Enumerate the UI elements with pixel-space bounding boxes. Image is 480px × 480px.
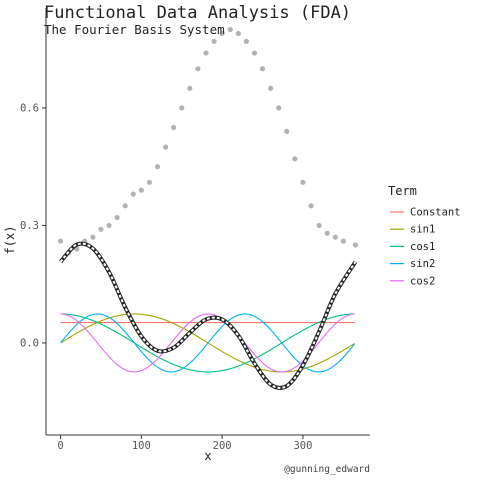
data-point: [171, 124, 177, 131]
data-point: [195, 66, 201, 72]
data-point: [106, 222, 112, 229]
legend-label-constant: Constant: [410, 207, 461, 219]
data-point: [98, 226, 104, 232]
data-point: [57, 238, 64, 244]
data-point: [187, 85, 193, 91]
data-point: [114, 214, 120, 221]
data-point: [259, 66, 266, 72]
data-point: [235, 30, 241, 37]
data-point: [268, 85, 274, 91]
data-point: [146, 179, 153, 185]
x-tick-label: 100: [132, 440, 151, 452]
data-point: [219, 30, 225, 37]
legend-label-cos2: cos2: [410, 275, 435, 287]
data-point: [340, 238, 346, 244]
y-tick-label: 0.3: [20, 220, 39, 232]
data-point: [292, 156, 298, 162]
chart-title: Functional Data Analysis (FDA): [44, 3, 351, 23]
data-point: [179, 105, 185, 111]
data-point: [276, 105, 282, 111]
y-axis-ticks: 0.0 0.3 0.6: [20, 102, 46, 349]
data-point: [243, 38, 249, 44]
x-tick-label: 300: [293, 440, 312, 452]
data-point: [308, 203, 314, 209]
observed-points: [57, 26, 359, 256]
data-point: [300, 179, 306, 185]
y-axis-title: f(x): [3, 226, 17, 255]
series-line-cos1: [60, 313, 355, 373]
data-point: [284, 128, 290, 134]
fitted-curve: [59, 241, 358, 390]
x-axis-ticks: 0 100 200 300: [57, 435, 312, 452]
data-point: [162, 144, 169, 150]
data-point: [227, 26, 233, 33]
data-point: [90, 234, 96, 240]
data-point: [352, 242, 359, 248]
data-point: [211, 38, 217, 44]
data-point: [203, 50, 209, 56]
data-point: [154, 164, 161, 170]
data-point: [332, 234, 338, 240]
y-tick-label: 0.0: [20, 337, 39, 349]
legend-items: Constant sin1 cos1 sin2 cos2: [390, 207, 461, 287]
data-point: [316, 222, 322, 229]
caption: @gunning_edward: [284, 464, 370, 475]
data-point: [130, 191, 136, 197]
legend-label-cos1: cos1: [410, 241, 435, 253]
chart-subtitle: The Fourier Basis System: [44, 22, 225, 37]
legend-label-sin2: sin2: [410, 258, 435, 270]
y-tick-label: 0.6: [20, 102, 39, 114]
legend: Term Constant sin1 cos1 sin2 cos2: [388, 184, 461, 287]
data-point: [122, 203, 128, 209]
x-axis-title: x: [204, 449, 211, 463]
data-point: [251, 50, 258, 56]
data-point: [138, 187, 144, 193]
series-line-sin2: [60, 313, 356, 373]
legend-title: Term: [388, 184, 417, 198]
x-tick-label: 200: [213, 440, 232, 452]
data-point: [324, 230, 330, 236]
legend-label-sin1: sin1: [410, 224, 435, 236]
basis-functions: [60, 313, 356, 373]
fitted-curve-dash: [59, 242, 357, 389]
x-tick-label: 0: [57, 440, 63, 452]
